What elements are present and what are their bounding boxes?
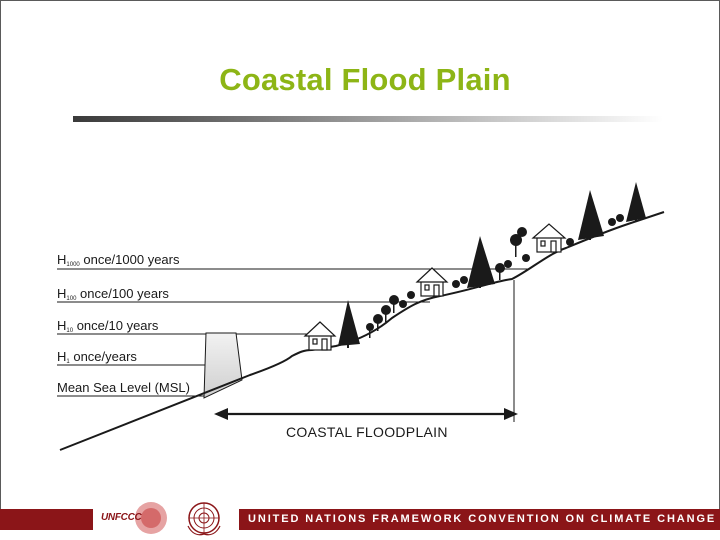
tree-bush — [522, 254, 530, 262]
floodplain-label: COASTAL FLOODPLAIN — [286, 424, 448, 440]
tree-conifer — [467, 236, 495, 288]
tree-bush — [373, 314, 383, 324]
house-mid — [415, 267, 449, 297]
tree-bush — [381, 305, 391, 315]
tree-bush — [407, 291, 415, 299]
tree-bush — [495, 263, 505, 273]
tree-bush — [566, 238, 574, 246]
tree-bush — [460, 276, 468, 284]
unfccc-logo-text: UNFCCC — [101, 512, 142, 523]
title-rule — [73, 116, 663, 122]
tree-conifer — [626, 182, 646, 222]
tree-cluster — [338, 182, 646, 348]
tree-bush — [504, 260, 512, 268]
level-label-h10: H10 once/10 years — [57, 318, 159, 334]
tree-bush — [399, 300, 407, 308]
level-label-msl: Mean Sea Level (MSL) — [57, 380, 190, 395]
tree-bush — [452, 280, 460, 288]
tree-bush — [517, 227, 527, 237]
level-label-h1000: H1000 once/1000 years — [57, 252, 180, 268]
tree-bush — [616, 214, 624, 222]
tree-bush — [389, 295, 399, 305]
tree-conifer — [578, 190, 604, 240]
tree-bush — [510, 234, 522, 246]
level-label-h100: H100 once/100 years — [57, 286, 169, 302]
ground-slope — [59, 211, 665, 451]
tree-bush — [366, 323, 374, 331]
floodplain-arrow — [214, 408, 518, 420]
water-range-shading — [203, 332, 243, 399]
level-label-h1: H1 once/years — [57, 349, 137, 365]
tree-bush — [608, 218, 616, 226]
footer-bottom-margin — [0, 530, 720, 540]
un-emblem-icon — [187, 502, 221, 536]
house-high — [531, 223, 567, 253]
unfccc-logo — [135, 502, 167, 534]
tree-conifer — [338, 300, 360, 346]
footer-text: UNITED NATIONS FRAMEWORK CONVENTION ON C… — [248, 513, 717, 525]
slide-title: Coastal Flood Plain — [219, 62, 511, 97]
house-low — [303, 321, 337, 351]
